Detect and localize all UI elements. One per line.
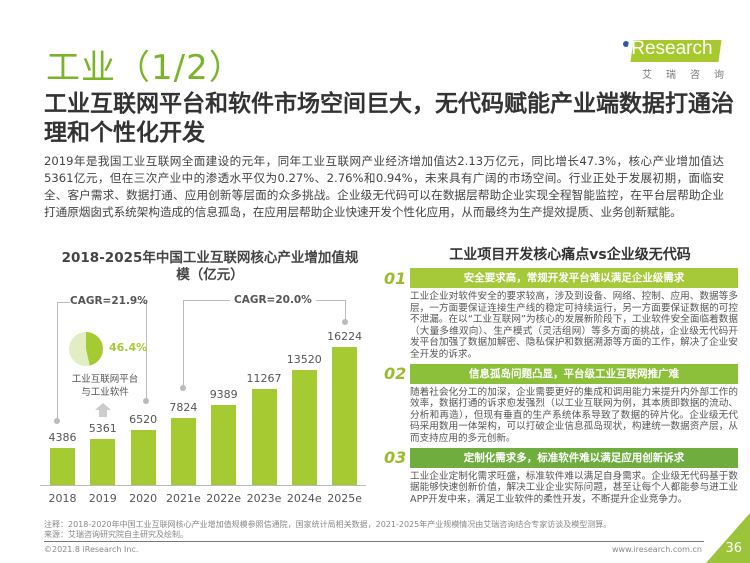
pie-chart [69, 332, 103, 366]
bar-2019 [90, 439, 116, 485]
value-label: 7824 [169, 401, 198, 415]
bar-2024e [291, 370, 317, 485]
x-tick-label: 2018 [48, 492, 77, 505]
x-tick-label: 2024e [286, 492, 322, 505]
pain-point-list: 01 安全要求高，常规开发平台难以满足企业级需求 工业企业对软件安全的要求较高，… [384, 268, 738, 505]
value-label: 6520 [129, 412, 158, 426]
bar-2022e [211, 405, 237, 485]
bar-2023e [251, 389, 277, 485]
value-label: 11267 [246, 372, 282, 386]
logo-cn: 艾瑞咨询 [642, 70, 738, 81]
item-number: 01 [384, 268, 407, 288]
page-title: 工业（1/2） [46, 48, 244, 88]
cagr2-bracket-right [345, 300, 346, 320]
cagr1-bracket-right [146, 302, 147, 400]
item-heading: 定制化需求多，标准软件难以满足应用创新诉求 [410, 447, 738, 468]
item-header: 02 信息孤岛问题凸显，平台级工业互联网推广难 [384, 363, 738, 384]
note-text: 注释：2018-2020年中国工业互联网核心产业增加值规模参照信通院，国家统计局… [44, 520, 612, 529]
x-tick-label: 2025e [327, 492, 362, 505]
logo-dot [623, 41, 629, 47]
pie-slice [86, 332, 103, 366]
cagr1-label: CAGR=21.9% [70, 295, 148, 307]
cagr1-dot [143, 398, 149, 404]
website-link[interactable]: www.iresearch.com.cn [612, 545, 702, 554]
pie-label: 工业互联网平台与工业软件 [71, 374, 139, 398]
right-title: 工业项目开发核心痛点vs企业级无代码 [449, 247, 691, 263]
body-text: 2019年是我国工业互联网全面建设的元年，同年工业互联网产业经济增加值达2.13… [44, 154, 724, 219]
cagr1-dot [54, 418, 60, 424]
chart-title: 2018-2025年中国工业互联网核心产业增加值规模（亿元） [61, 250, 359, 283]
item-text: 工业企业对软件安全的要求较高，涉及到设备、网络、控制、应用、数据等多层，一方面要… [410, 291, 738, 360]
value-label: 4386 [48, 430, 77, 444]
item-heading: 安全要求高，常规开发平台难以满足企业级需求 [410, 268, 738, 288]
cagr2-bracket-left [183, 300, 184, 386]
pie-percent: 46.4% [109, 341, 148, 354]
subtitle: 工业互联网平台和软件市场空间巨大，无代码赋能产业端数据打通治理和个性化开发 [44, 91, 734, 146]
cagr2-dot [342, 319, 348, 325]
item-text: 随着社会化分工的加深，企业需要更好的集成和调用能力来提升内外部工作的效率，数据打… [410, 386, 738, 444]
x-axis [40, 485, 366, 486]
x-tick-label: 2019 [88, 492, 117, 505]
copyright: ©2021.8 iResearch Inc. [44, 545, 139, 554]
bar-2025e [332, 347, 358, 485]
logo: iResearch [627, 38, 713, 59]
x-tick-label: 2020 [129, 492, 158, 505]
bar-2018 [50, 447, 75, 485]
cagr2-dot [180, 385, 186, 391]
value-label: 16224 [327, 330, 363, 343]
item-number: 02 [384, 364, 407, 384]
arrow-up-stem [99, 410, 107, 417]
value-label: 13520 [286, 353, 322, 366]
x-tick-label: 2023e [246, 492, 282, 505]
pain-point-item: 01 安全要求高，常规开发平台难以满足企业级需求 工业企业对软件安全的要求较高，… [384, 268, 738, 361]
item-heading: 信息孤岛问题凸显，平台级工业互联网推广难 [410, 363, 738, 384]
item-header: 03 定制化需求多，标准软件难以满足应用创新诉求 [384, 447, 738, 468]
pain-point-item: 03 定制化需求多，标准软件难以满足应用创新诉求 工业企业定制化需求旺盛，标准软… [384, 447, 738, 506]
x-tick-label: 2022e [206, 492, 242, 505]
value-label: 9389 [209, 388, 238, 402]
item-number: 03 [384, 448, 407, 468]
arrow-up-icon [95, 403, 111, 410]
footnote: 注释：2018-2020年中国工业互联网核心产业增加值规模参照信通院，国家统计局… [44, 520, 611, 540]
pain-point-item: 02 信息孤岛问题凸显，平台级工业互联网推广难 随着社会化分工的加深，企业需要更… [384, 363, 738, 445]
corner-decoration [706, 513, 750, 563]
divider [44, 541, 704, 542]
page-number: 36 [725, 541, 742, 556]
source-text: 来源：艾瑞咨询研究院自主研究及绘制。 [44, 530, 188, 539]
x-tick-label: 2021e [166, 492, 201, 505]
item-text: 工业企业定制化需求旺盛，标准软件难以满足自身需求。企业级无代码基于数据能够快速创… [410, 470, 738, 505]
bar-2021e [170, 418, 196, 485]
cagr2-label: CAGR=20.0% [230, 294, 316, 306]
item-header: 01 安全要求高，常规开发平台难以满足企业级需求 [384, 268, 738, 288]
bar-2020 [130, 429, 156, 485]
cagr1-bracket-left [57, 302, 58, 420]
value-label: 5361 [88, 422, 117, 436]
